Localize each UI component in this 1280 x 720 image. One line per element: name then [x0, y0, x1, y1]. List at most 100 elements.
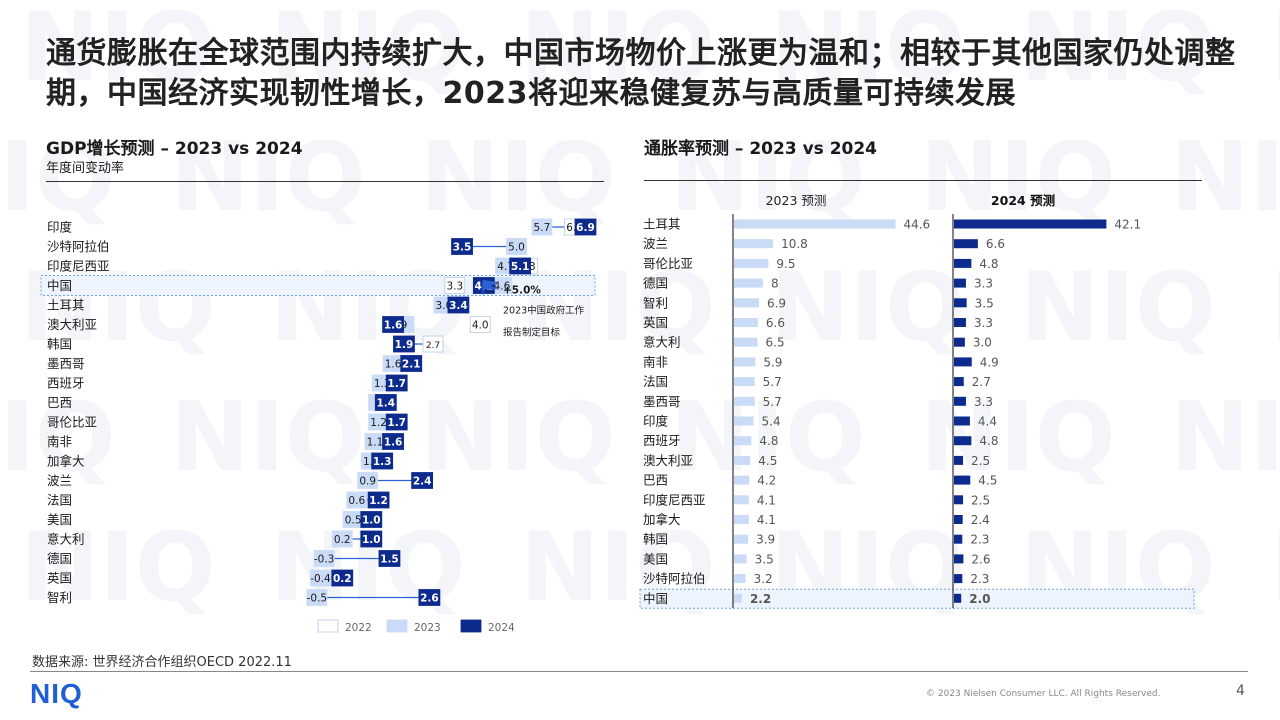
- country-label: 南非: [47, 434, 72, 449]
- country-label: 沙特阿拉伯: [47, 239, 110, 254]
- bar-2024-value: 2.3: [970, 533, 989, 547]
- bar-2023-value: 6.9: [767, 296, 786, 310]
- gdp-value-label: 1.6: [384, 437, 403, 449]
- bar-2023-value: 3.5: [755, 552, 774, 566]
- legend-label: 2024: [488, 622, 515, 634]
- bar-2023-value: 4.8: [759, 434, 778, 448]
- country-label: 英国: [47, 571, 72, 586]
- gdp-value-label: 5.1: [511, 261, 530, 273]
- bar-2024: [954, 219, 1107, 229]
- bar-2024-value: 2.7: [972, 375, 991, 389]
- country-label: 德国: [643, 276, 668, 291]
- bar-2023-value: 4.2: [757, 474, 776, 488]
- gdp-y2024-marker: [382, 316, 404, 333]
- inflation-chart-title: 通胀率预测 – 2023 vs 2024: [644, 139, 878, 159]
- watermark-text: NIQ: [0, 123, 116, 233]
- gdp-y2024-marker: [331, 569, 354, 587]
- country-label: 英国: [643, 315, 668, 330]
- bar-2024-value: 3.0: [973, 336, 992, 350]
- gdp-value-label: -0.5: [307, 593, 328, 605]
- country-label: 墨西哥: [47, 356, 85, 371]
- watermark-text: NIQ: [1170, 123, 1280, 233]
- gdp-value-label: 1.2: [370, 417, 387, 429]
- bar-2024: [954, 436, 972, 446]
- country-label: 土耳其: [47, 298, 85, 313]
- bar-2023: [734, 515, 749, 524]
- bar-2023-value: 2.2: [750, 592, 771, 606]
- page-number: 4: [1236, 683, 1245, 699]
- bar-2024-value: 3.3: [974, 277, 993, 291]
- bar-2024: [954, 515, 963, 524]
- bar-2023: [734, 219, 896, 229]
- country-label: 智利: [643, 295, 668, 310]
- bar-2023: [734, 377, 755, 387]
- gdp-value-label: 1.7: [387, 378, 406, 390]
- country-label: 德国: [47, 551, 72, 566]
- gdp-y2023-marker: [331, 530, 353, 548]
- watermark-text: NIQ: [0, 383, 116, 493]
- gdp-value-label: 1.7: [387, 417, 406, 429]
- bar-2024: [954, 475, 971, 485]
- legend-label: 2023: [414, 622, 441, 634]
- highlight-row: [639, 588, 1195, 609]
- bar-2023: [734, 278, 763, 288]
- gdp-y2022-marker: [444, 277, 466, 294]
- watermark-text: NIQ: [770, 253, 966, 363]
- bar-2024-value: 6.6: [986, 237, 1005, 251]
- gdp-y2024-marker: [447, 296, 470, 314]
- header-2023: 2023 预测: [766, 193, 827, 208]
- bar-2024-value: 42.1: [1114, 218, 1141, 232]
- bar-2023: [734, 475, 750, 485]
- bar-2023: [734, 534, 749, 544]
- gdp-y2024-marker: [367, 491, 390, 509]
- bar-2024: [954, 377, 964, 387]
- gdp-value-label: 1.6: [385, 359, 402, 371]
- bar-2023: [734, 337, 758, 347]
- bar-2024-value: 4.9: [980, 355, 999, 369]
- gdp-y2023-marker: [310, 569, 331, 587]
- gdp-y2024-marker: [378, 550, 401, 567]
- gdp-y2024-marker: [393, 335, 415, 353]
- gdp-y2024-marker: [360, 511, 383, 528]
- gdp-y2023-marker: [357, 472, 379, 489]
- country-label: 沙特阿拉伯: [643, 571, 706, 586]
- bar-2023: [734, 436, 752, 446]
- bar-2023-value: 10.8: [781, 237, 808, 251]
- bar-2024-value: 2.4: [971, 513, 990, 527]
- country-label: 印度: [47, 220, 73, 235]
- bar-2024: [954, 593, 962, 603]
- watermark-text: NIQ: [670, 123, 866, 233]
- gdp-value-label: 3.4: [449, 300, 468, 312]
- bar-2023-value: 3.9: [756, 533, 775, 547]
- bar-2023-value: 5.4: [762, 415, 781, 429]
- bar-2024-value: 2.6: [971, 552, 990, 566]
- gdp-y2022-marker: [422, 335, 444, 353]
- bar-2023: [734, 258, 769, 268]
- watermark-text: NIQ: [170, 383, 366, 493]
- gdp-value-label: 1.2: [369, 495, 388, 507]
- gdp-y2023-marker: [306, 589, 328, 606]
- legend-swatch: [386, 619, 408, 633]
- legend-label: 2022: [345, 622, 372, 634]
- bar-2023: [734, 298, 759, 308]
- gdp-value-label: -0.4: [310, 573, 331, 585]
- watermark-text: NIQ: [1270, 253, 1280, 363]
- country-label: 法国: [47, 493, 72, 508]
- country-label: 巴西: [643, 473, 668, 488]
- bar-2023-value: 4.1: [757, 493, 776, 507]
- country-label: 美国: [643, 551, 668, 566]
- watermark-text: NIQ: [1270, 0, 1280, 103]
- bar-2023-value: 6.6: [766, 316, 785, 330]
- gdp-value-label: 0.9: [359, 476, 376, 488]
- gdp-y2024-marker: [574, 218, 597, 236]
- gdp-chart-title: GDP增长预测 – 2023 vs 2024: [46, 139, 303, 159]
- country-label: 墨西哥: [643, 394, 681, 409]
- watermark-text: NIQ: [1170, 383, 1280, 493]
- gdp-value-label: 0.2: [334, 534, 351, 546]
- footer-rule: [30, 671, 1248, 672]
- country-label: 波兰: [47, 473, 72, 488]
- gdp-value-label: 1.6: [384, 320, 403, 332]
- bar-2024-value: 3.5: [975, 296, 994, 310]
